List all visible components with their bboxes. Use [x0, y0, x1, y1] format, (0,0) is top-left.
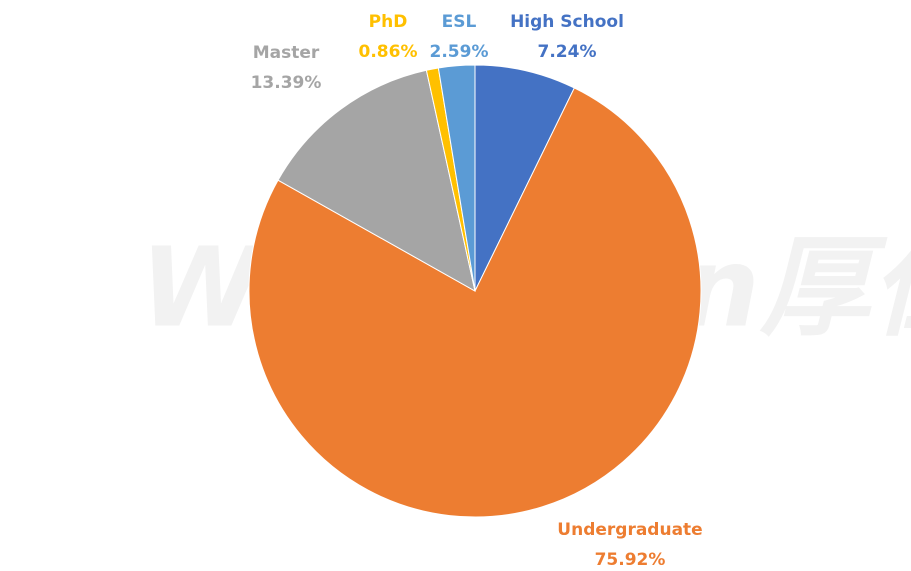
slice-label: Undergraduate	[557, 520, 702, 540]
slice-label: ESL	[442, 12, 477, 32]
slice-value-label: 7.24%	[538, 42, 597, 62]
pie-slice	[248, 87, 702, 518]
pie-slice	[277, 69, 476, 292]
pie-slice	[437, 64, 476, 292]
slice-value-label: 75.92%	[595, 550, 666, 570]
slice-label: PhD	[369, 12, 408, 32]
slice-value-label: 13.39%	[251, 73, 322, 93]
slice-value-label: 0.86%	[359, 42, 418, 62]
slice-label: High School	[510, 12, 624, 32]
slice-value-label: 2.59%	[430, 42, 489, 62]
slice-label: Master	[253, 43, 320, 63]
pie-slice	[474, 64, 575, 292]
